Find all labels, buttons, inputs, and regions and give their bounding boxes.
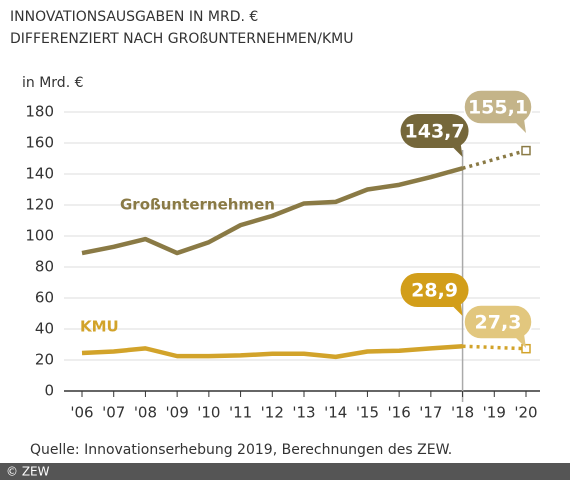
chart-title: INNOVATIONSAUSGABEN IN MRD. € bbox=[10, 9, 258, 25]
series-line bbox=[81, 166, 464, 256]
value-label: 155,1 bbox=[468, 97, 528, 119]
value-label: 27,3 bbox=[475, 312, 522, 334]
forecast-line bbox=[462, 148, 527, 170]
bubble-tail bbox=[514, 334, 526, 348]
footer-bar bbox=[0, 463, 570, 480]
x-tick-label: '07 bbox=[102, 404, 125, 422]
x-tick-label: '06 bbox=[70, 404, 93, 422]
x-tick-label: '14 bbox=[324, 404, 347, 422]
source: Quelle: Innovationserhebung 2019, Berech… bbox=[30, 442, 452, 458]
bubble-tail bbox=[514, 119, 526, 133]
value-label: 143,7 bbox=[405, 121, 465, 143]
x-tick-label: '11 bbox=[229, 404, 252, 422]
y-tick-label: 140 bbox=[25, 165, 54, 183]
bubble-tail bbox=[450, 143, 463, 157]
value-label: 28,9 bbox=[411, 280, 458, 302]
y-tick-label: 20 bbox=[35, 351, 54, 369]
bubble bbox=[400, 114, 469, 148]
x-tick-label: '19 bbox=[483, 404, 506, 422]
value-bubble bbox=[400, 273, 469, 316]
y-axis-label: in Mrd. € bbox=[22, 75, 84, 91]
series-line bbox=[81, 343, 463, 360]
x-tick-label: '12 bbox=[261, 404, 284, 422]
y-tick-label: 100 bbox=[25, 227, 54, 245]
bubble bbox=[463, 89, 533, 125]
x-tick-label: '15 bbox=[356, 404, 379, 422]
x-tick-label: '13 bbox=[292, 404, 315, 422]
x-tick-label: '16 bbox=[388, 404, 411, 422]
value-bubble bbox=[400, 114, 469, 157]
y-tick-label: 180 bbox=[25, 103, 54, 121]
y-tick-label: 80 bbox=[35, 258, 54, 276]
value-bubble bbox=[463, 89, 533, 133]
x-tick-label: '08 bbox=[134, 404, 157, 422]
y-tick-label: 0 bbox=[44, 382, 54, 400]
end-marker bbox=[521, 145, 531, 156]
x-tick-label: '17 bbox=[419, 404, 442, 422]
end-marker bbox=[521, 343, 531, 354]
x-tick-label: '10 bbox=[197, 404, 220, 422]
y-tick-label: 120 bbox=[25, 196, 54, 214]
y-tick-label: 160 bbox=[25, 134, 54, 152]
bubble-tail bbox=[450, 302, 463, 316]
bubble bbox=[400, 273, 469, 307]
x-tick-label: '18 bbox=[451, 404, 474, 422]
forecast-line bbox=[462, 344, 527, 351]
series-label: KMU bbox=[80, 318, 119, 336]
copyright: © ZEW bbox=[6, 465, 50, 479]
x-tick-label: '20 bbox=[514, 404, 537, 422]
x-tick-label: '09 bbox=[166, 404, 189, 422]
series-label: Großunternehmen bbox=[120, 196, 275, 214]
bubble bbox=[463, 304, 533, 340]
chart-subtitle: DIFFERENZIERT NACH GROßUNTERNEHMEN/KMU bbox=[10, 31, 353, 47]
y-tick-label: 40 bbox=[35, 320, 54, 338]
value-bubble bbox=[463, 304, 533, 348]
y-tick-label: 60 bbox=[35, 289, 54, 307]
